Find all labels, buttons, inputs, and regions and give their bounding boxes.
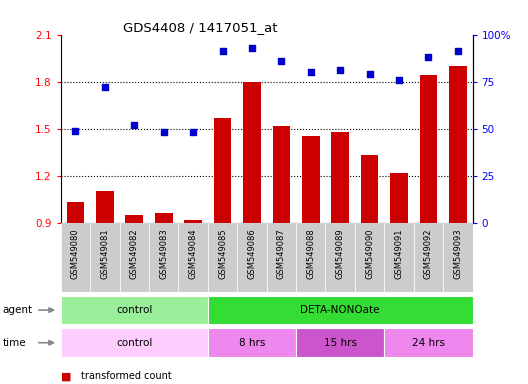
Text: DETA-NONOate: DETA-NONOate (300, 305, 380, 315)
Text: GSM549091: GSM549091 (394, 228, 403, 279)
Bar (155, 214, 173, 223)
Bar (126, 215, 143, 223)
Bar (214, 118, 231, 223)
Text: 8 hrs: 8 hrs (239, 338, 265, 348)
Bar (67, 202, 84, 223)
Bar (302, 136, 319, 223)
Text: 15 hrs: 15 hrs (324, 338, 357, 348)
Bar (119, 223, 149, 292)
Text: GSM549092: GSM549092 (424, 228, 433, 279)
Bar (355, 223, 384, 292)
Bar (184, 220, 202, 223)
Text: agent: agent (3, 305, 33, 315)
Text: GSM549088: GSM549088 (306, 228, 315, 279)
Text: GSM549093: GSM549093 (454, 228, 463, 279)
Point (365, 71, 374, 77)
Bar (149, 223, 178, 292)
Point (130, 122, 138, 128)
Text: GSM549089: GSM549089 (336, 228, 345, 279)
Point (395, 77, 403, 83)
Bar (237, 223, 267, 292)
Point (71, 127, 80, 134)
Point (159, 129, 168, 136)
Text: GSM549090: GSM549090 (365, 228, 374, 279)
Text: 24 hrs: 24 hrs (412, 338, 445, 348)
Bar (390, 172, 408, 223)
Bar (208, 328, 296, 357)
Text: GSM549082: GSM549082 (130, 228, 139, 279)
Point (307, 69, 315, 75)
Text: transformed count: transformed count (81, 371, 172, 381)
Bar (296, 223, 325, 292)
Bar (325, 223, 355, 292)
Bar (449, 66, 467, 223)
Point (248, 45, 256, 51)
Point (336, 67, 344, 73)
Point (218, 48, 227, 55)
Bar (61, 296, 208, 324)
Bar (208, 296, 473, 324)
Point (277, 58, 286, 64)
Bar (243, 82, 261, 223)
Text: ■: ■ (61, 371, 71, 381)
Point (101, 84, 109, 90)
Text: GSM549087: GSM549087 (277, 228, 286, 279)
Bar (208, 223, 237, 292)
Text: GSM549081: GSM549081 (100, 228, 109, 279)
Text: control: control (116, 305, 153, 315)
Bar (332, 132, 349, 223)
Text: time: time (3, 338, 26, 348)
Bar (443, 223, 473, 292)
Text: GSM549086: GSM549086 (248, 228, 257, 279)
Bar (414, 223, 443, 292)
Bar (384, 328, 473, 357)
Point (454, 48, 462, 55)
Bar (272, 126, 290, 223)
Bar (61, 223, 90, 292)
Bar (267, 223, 296, 292)
Bar (178, 223, 208, 292)
Bar (90, 223, 119, 292)
Bar (361, 155, 379, 223)
Text: control: control (116, 338, 153, 348)
Bar (96, 191, 114, 223)
Text: GSM549083: GSM549083 (159, 228, 168, 279)
Text: GDS4408 / 1417051_at: GDS4408 / 1417051_at (124, 21, 278, 34)
Bar (296, 328, 384, 357)
Bar (420, 75, 437, 223)
Bar (61, 328, 208, 357)
Point (189, 129, 197, 136)
Text: GSM549084: GSM549084 (188, 228, 197, 279)
Bar (384, 223, 414, 292)
Point (424, 54, 432, 60)
Text: GSM549085: GSM549085 (218, 228, 227, 279)
Text: GSM549080: GSM549080 (71, 228, 80, 279)
